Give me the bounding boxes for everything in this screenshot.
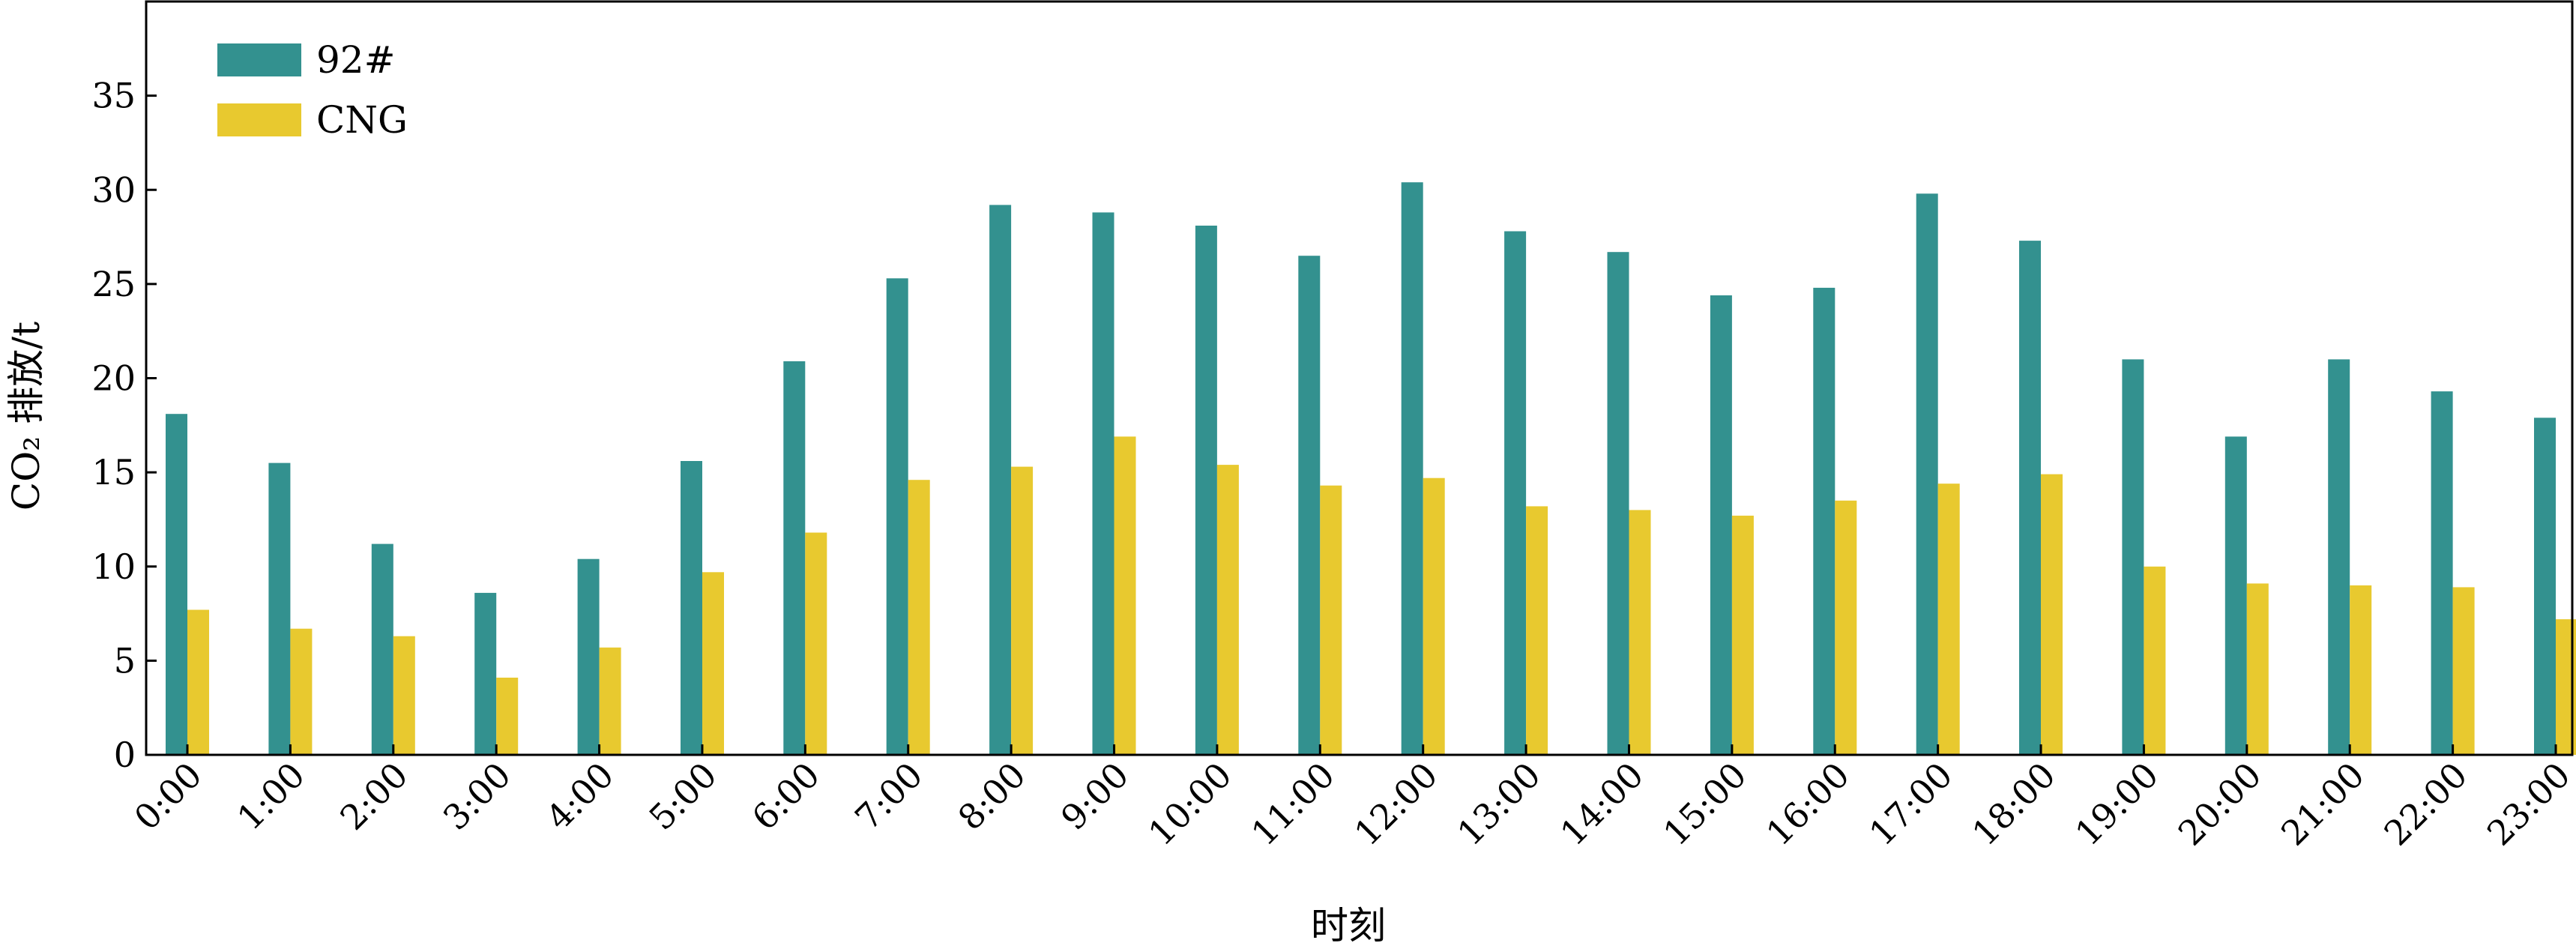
x-tick-label-21: 21:00	[2273, 755, 2372, 854]
bar-92-18	[2019, 241, 2041, 756]
bar-92-3	[474, 592, 497, 755]
x-tick-label-23: 23:00	[2479, 755, 2576, 854]
bar-cng-21	[2350, 585, 2372, 755]
bar-92-15	[1710, 295, 1732, 755]
bar-92-2	[371, 543, 393, 755]
x-tick-label-22: 22:00	[2376, 755, 2475, 854]
bar-92-23	[2534, 418, 2556, 755]
x-tick-label-4: 4:00	[538, 755, 621, 838]
bar-92-21	[2328, 359, 2350, 755]
y-tick-label-5: 25	[91, 264, 136, 304]
legend-swatch-cng	[217, 103, 301, 136]
x-tick-label-18: 18:00	[1964, 755, 2063, 854]
y-tick-label-6: 30	[91, 169, 136, 210]
bar-cng-14	[1629, 510, 1651, 755]
x-tick-label-6: 6:00	[744, 755, 827, 838]
bar-cng-22	[2452, 587, 2475, 755]
bar-92-22	[2431, 391, 2453, 755]
y-tick-label-3: 15	[91, 452, 136, 492]
legend-label-cng: CNG	[316, 98, 408, 142]
bar-cng-4	[599, 647, 621, 755]
bar-cng-18	[2041, 474, 2063, 755]
x-tick-label-8: 8:00	[950, 755, 1034, 838]
bar-cng-10	[1216, 465, 1239, 755]
bar-92-5	[681, 461, 702, 755]
x-tick-label-1: 1:00	[229, 755, 313, 838]
bar-92-13	[1504, 231, 1527, 755]
bar-cng-6	[805, 532, 827, 755]
x-tick-label-17: 17:00	[1861, 755, 1960, 854]
y-tick-label-0: 0	[114, 735, 136, 775]
bar-cng-12	[1423, 477, 1445, 755]
bar-cng-5	[702, 572, 724, 755]
bar-cng-0	[187, 609, 209, 755]
bar-cng-16	[1835, 500, 1857, 755]
x-tick-label-5: 5:00	[641, 755, 724, 838]
bar-92-9	[1092, 212, 1114, 755]
bar-92-6	[783, 361, 806, 755]
bar-cng-7	[908, 480, 930, 755]
x-tick-label-2: 2:00	[332, 755, 415, 838]
bar-cng-15	[1731, 515, 1754, 755]
bar-92-17	[1916, 193, 1938, 755]
plot-frame	[145, 0, 2574, 756]
bar-92-4	[577, 558, 600, 755]
bar-92-10	[1195, 226, 1217, 755]
bar-92-7	[886, 278, 908, 755]
x-tick-label-13: 13:00	[1450, 755, 1548, 854]
bar-92-1	[268, 463, 291, 755]
bar-cng-1	[290, 628, 313, 755]
x-tick-label-14: 14:00	[1552, 755, 1651, 854]
bar-cng-3	[496, 678, 519, 755]
x-axis-title: 时刻	[1311, 904, 1386, 948]
x-tick-label-15: 15:00	[1656, 755, 1755, 854]
bar-cng-17	[1937, 483, 1960, 755]
bars-group	[166, 182, 2576, 756]
y-tick-label-2: 10	[91, 546, 136, 587]
x-tick-label-11: 11:00	[1243, 755, 1342, 854]
legend-label-92: 92#	[316, 38, 396, 82]
y-tick-label-7: 35	[91, 76, 136, 116]
bar-92-11	[1298, 256, 1321, 755]
y-tick-label-1: 5	[114, 640, 136, 681]
bar-92-19	[2122, 359, 2144, 755]
bar-92-0	[166, 414, 187, 755]
bar-cng-19	[2144, 566, 2166, 756]
bar-92-14	[1607, 252, 1629, 755]
bar-cng-9	[1114, 436, 1136, 755]
x-tick-label-12: 12:00	[1347, 755, 1446, 854]
x-tick-label-19: 19:00	[2067, 755, 2166, 854]
bar-cng-8	[1011, 466, 1034, 755]
x-tick-label-16: 16:00	[1758, 755, 1857, 854]
x-axis: 0:00 1:00 2:00 3:00 4:00 5:00 6:00 7:00 8:00 9:00…	[127, 744, 2576, 854]
bar-92-12	[1401, 182, 1423, 755]
bar-cng-13	[1526, 506, 1548, 755]
x-tick-label-10: 10:00	[1141, 755, 1240, 854]
bar-92-8	[989, 205, 1012, 755]
x-tick-label-7: 7:00	[847, 755, 930, 838]
legend: 92# CNG	[217, 38, 408, 142]
legend-swatch-92	[217, 43, 301, 76]
y-axis-title: CO₂ 排放/t	[4, 322, 48, 510]
bar-cng-2	[393, 636, 415, 755]
bar-92-20	[2224, 436, 2247, 755]
x-tick-label-9: 9:00	[1053, 755, 1136, 838]
x-tick-label-3: 3:00	[435, 755, 519, 838]
y-axis: 0 5 10 15 20 25 30 35	[91, 76, 157, 775]
x-tick-label-20: 20:00	[2171, 755, 2269, 854]
bar-cng-20	[2246, 583, 2269, 755]
y-tick-label-4: 20	[91, 358, 136, 399]
bar-92-16	[1813, 287, 1836, 755]
x-tick-label-0: 0:00	[127, 755, 210, 838]
bar-cng-11	[1320, 485, 1342, 755]
